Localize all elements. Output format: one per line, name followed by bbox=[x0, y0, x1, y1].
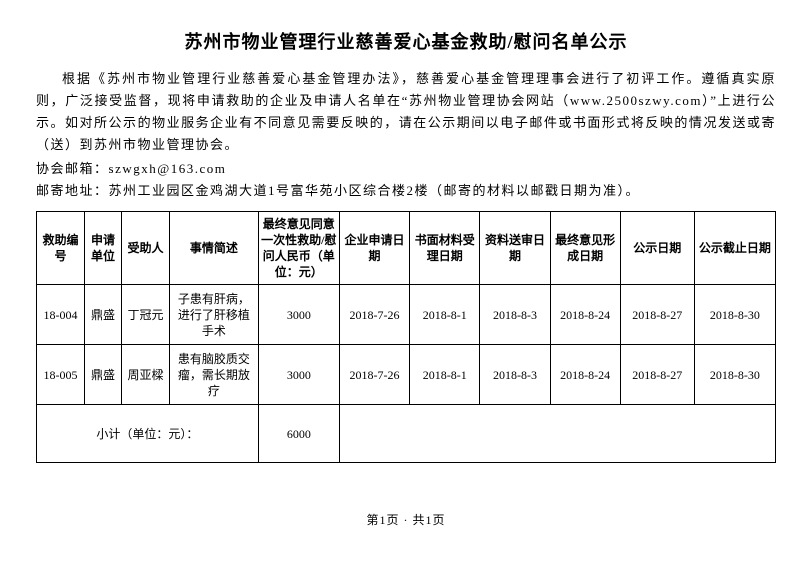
cell-review: 2018-8-3 bbox=[480, 285, 550, 345]
table-header-row: 救助编号 申请单位 受助人 事情简述 最终意见同意一次性救助/慰问人民币（单位：… bbox=[37, 211, 776, 285]
th-id: 救助编号 bbox=[37, 211, 85, 285]
cell-end: 2018-8-30 bbox=[694, 285, 775, 345]
cell-end: 2018-8-30 bbox=[694, 345, 775, 405]
cell-receive: 2018-8-1 bbox=[410, 285, 480, 345]
th-end: 公示截止日期 bbox=[694, 211, 775, 285]
cell-amount: 3000 bbox=[258, 345, 339, 405]
th-review: 资料送审日期 bbox=[480, 211, 550, 285]
cell-receive: 2018-8-1 bbox=[410, 345, 480, 405]
cell-final: 2018-8-24 bbox=[550, 345, 620, 405]
cell-unit: 鼎盛 bbox=[85, 285, 122, 345]
th-desc: 事情简述 bbox=[170, 211, 259, 285]
table-row: 18-004 鼎盛 丁冠元 子患有肝病，进行了肝移植手术 3000 2018-7… bbox=[37, 285, 776, 345]
cell-final: 2018-8-24 bbox=[550, 285, 620, 345]
cell-desc: 子患有肝病，进行了肝移植手术 bbox=[170, 285, 259, 345]
th-unit: 申请单位 bbox=[85, 211, 122, 285]
cell-pub: 2018-8-27 bbox=[620, 285, 694, 345]
subtotal-empty bbox=[339, 405, 775, 463]
th-person: 受助人 bbox=[121, 211, 169, 285]
cell-id: 18-005 bbox=[37, 345, 85, 405]
pager: 第1页 · 共1页 bbox=[36, 511, 776, 528]
cell-person: 丁冠元 bbox=[121, 285, 169, 345]
address-label: 邮寄地址： bbox=[36, 183, 109, 198]
cell-desc: 患有脑胶质交瘤，需长期放疗 bbox=[170, 345, 259, 405]
subtotal-value: 6000 bbox=[258, 405, 339, 463]
subtotal-row: 小计（单位：元）： 6000 bbox=[37, 405, 776, 463]
cell-pub: 2018-8-27 bbox=[620, 345, 694, 405]
th-receive: 书面材料受理日期 bbox=[410, 211, 480, 285]
th-pub: 公示日期 bbox=[620, 211, 694, 285]
email-line: 协会邮箱：szwgxh@163.com bbox=[36, 158, 776, 180]
address-line: 邮寄地址：苏州工业园区金鸡湖大道1号富华苑小区综合楼2楼（邮寄的材料以邮戳日期为… bbox=[36, 180, 776, 202]
th-apply: 企业申请日期 bbox=[339, 211, 409, 285]
intro-paragraph: 根据《苏州市物业管理行业慈善爱心基金管理办法》，慈善爱心基金管理理事会进行了初评… bbox=[36, 68, 776, 156]
th-final: 最终意见形成日期 bbox=[550, 211, 620, 285]
table-row: 18-005 鼎盛 周亚樑 患有脑胶质交瘤，需长期放疗 3000 2018-7-… bbox=[37, 345, 776, 405]
cell-person: 周亚樑 bbox=[121, 345, 169, 405]
cell-amount: 3000 bbox=[258, 285, 339, 345]
email-value: szwgxh@163.com bbox=[109, 161, 227, 176]
subtotal-label: 小计（单位：元）： bbox=[37, 405, 259, 463]
address-value: 苏州工业园区金鸡湖大道1号富华苑小区综合楼2楼（邮寄的材料以邮戳日期为准）。 bbox=[109, 183, 641, 198]
email-label: 协会邮箱： bbox=[36, 161, 109, 176]
cell-id: 18-004 bbox=[37, 285, 85, 345]
assistance-table: 救助编号 申请单位 受助人 事情简述 最终意见同意一次性救助/慰问人民币（单位：… bbox=[36, 211, 776, 464]
cell-apply: 2018-7-26 bbox=[339, 345, 409, 405]
th-amount: 最终意见同意一次性救助/慰问人民币（单位：元） bbox=[258, 211, 339, 285]
cell-unit: 鼎盛 bbox=[85, 345, 122, 405]
page-title: 苏州市物业管理行业慈善爱心基金救助/慰问名单公示 bbox=[36, 28, 776, 54]
cell-review: 2018-8-3 bbox=[480, 345, 550, 405]
cell-apply: 2018-7-26 bbox=[339, 285, 409, 345]
